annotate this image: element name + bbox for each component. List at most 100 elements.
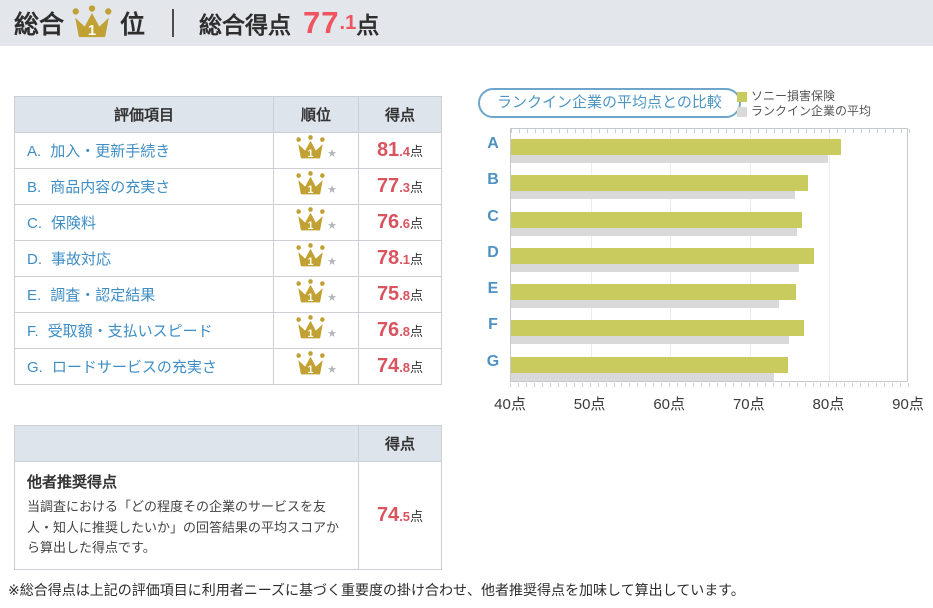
recommend-desc-cell: 他者推奨得点 当調査における「どの程度その企業のサービスを友人・知人に推奨したい…	[14, 461, 359, 570]
minor-tick	[733, 129, 735, 133]
rank-number: 1	[308, 364, 314, 376]
item-link[interactable]: G. ロードサービスの充実さ	[27, 359, 217, 376]
minor-tick	[629, 383, 631, 387]
x-axis-label: 70点	[732, 396, 765, 413]
item-link[interactable]: E. 調査・認定結果	[27, 287, 155, 304]
minor-tick	[884, 383, 886, 387]
minor-tick	[654, 129, 656, 133]
x-axis-label: 50点	[573, 396, 606, 413]
rank-number: 1	[308, 256, 314, 268]
crown-rank-1-icon: 1	[296, 171, 325, 196]
minor-tick	[748, 383, 750, 387]
rank-number: 1	[308, 148, 314, 160]
minor-tick	[709, 383, 710, 387]
score-dec: .8	[399, 360, 411, 375]
minor-tick	[598, 129, 600, 133]
crown-rank-1-icon: 1	[296, 351, 325, 376]
footnote: ※総合得点は上記の評価項目に利用者ニーズに基づく重要度の掛け合わせ、他者推奨得点…	[8, 582, 745, 598]
item-letter: C.	[27, 215, 42, 232]
overall-rank-prefix: 総合	[14, 11, 65, 39]
item-link[interactable]: F. 受取額・支払いスピード	[27, 323, 213, 340]
minor-tick	[614, 129, 616, 133]
rank-badge: 1 ★	[295, 315, 337, 341]
legend-label: ソニー損害保険	[751, 89, 836, 103]
minor-tick	[694, 129, 696, 133]
minor-tick	[724, 383, 726, 387]
minor-tick	[885, 129, 887, 133]
score-table-row: B. 商品内容の充実さ 1 ★ 77.3点	[14, 168, 442, 205]
score-unit: 点	[410, 324, 424, 339]
score-table-row: C. 保険料 1 ★ 76.6点	[14, 204, 442, 241]
score-int: 74	[376, 355, 400, 377]
minor-tick	[757, 129, 759, 133]
item-letter: G.	[27, 359, 43, 376]
minor-tick	[582, 129, 584, 133]
minor-tick	[533, 383, 535, 387]
rank-number: 1	[88, 23, 96, 39]
minor-tick	[621, 383, 623, 387]
x-axis-label: 90点	[892, 396, 924, 413]
bar-primary	[511, 175, 808, 192]
overall-score-unit: 点	[356, 12, 380, 38]
minor-tick	[511, 129, 512, 133]
score-dec: .4	[399, 144, 411, 159]
score-unit: 点	[410, 144, 424, 159]
item-link[interactable]: D. 事故対応	[27, 251, 111, 268]
item-link[interactable]: A. 加入・更新手続き	[27, 143, 170, 160]
minor-tick	[741, 129, 743, 133]
score-table-row: E. 調査・認定結果 1 ★ 75.8点	[14, 276, 442, 313]
minor-tick	[597, 383, 599, 387]
minor-tick	[732, 383, 734, 387]
minor-tick	[845, 129, 847, 133]
minor-tick	[541, 383, 543, 387]
minor-tick	[549, 383, 551, 387]
minor-tick	[525, 383, 527, 387]
item-link[interactable]: C. 保険料	[27, 215, 96, 232]
minor-tick	[566, 129, 568, 133]
star-icon: ★	[327, 328, 337, 340]
rank-cell: 1 ★	[273, 132, 359, 169]
score-unit: 点	[410, 360, 424, 375]
minor-tick	[789, 129, 791, 133]
crown-rank-1-icon: 1	[296, 315, 325, 340]
x-axis-label: 60点	[653, 396, 686, 413]
item-link[interactable]: B. 商品内容の充実さ	[27, 179, 170, 196]
minor-tick	[717, 383, 718, 387]
star-icon: ★	[327, 364, 337, 376]
score-unit: 点	[410, 508, 424, 524]
minor-tick	[853, 129, 855, 133]
item-label: 商品内容の充実さ	[50, 179, 171, 196]
score-dec: .5	[399, 508, 411, 524]
minor-tick	[518, 383, 519, 387]
minor-tick	[908, 383, 909, 387]
score-int: 75	[376, 283, 400, 305]
minor-tick	[861, 129, 863, 133]
crown-rank-1-icon: 1	[71, 5, 113, 41]
minor-tick	[804, 383, 806, 387]
overall-rank-header: 総合 1 位 総合得点 77.1 点	[0, 0, 933, 46]
col-header-item: 評価項目	[14, 96, 274, 133]
minor-tick	[542, 129, 544, 133]
minor-tick	[837, 129, 839, 133]
bar-primary	[511, 247, 815, 264]
score-unit: 点	[410, 180, 424, 195]
star-icon: ★	[327, 220, 337, 232]
category-label: F	[488, 316, 498, 334]
bar-average	[511, 155, 828, 163]
item-label-cell: C. 保険料	[14, 204, 274, 241]
score-cell: 76.8点	[358, 312, 442, 349]
minor-tick	[869, 129, 871, 133]
minor-tick	[788, 383, 790, 387]
minor-tick	[686, 129, 688, 133]
recommend-description: 当調査における「どの程度その企業のサービスを友人・知人に推奨したいか」の回答結果…	[27, 499, 340, 556]
chart-plot-area	[510, 128, 910, 382]
score-int: 78	[376, 247, 400, 269]
minor-tick	[860, 383, 862, 387]
chart-bottom-ticks	[510, 383, 909, 390]
crown-rank-1-icon: 1	[296, 207, 325, 232]
minor-tick	[773, 129, 775, 133]
bar-average	[511, 263, 800, 272]
item-label: 調査・認定結果	[50, 287, 156, 304]
chart-legend: ソニー損害保険 ランクイン企業の平均	[737, 89, 871, 119]
